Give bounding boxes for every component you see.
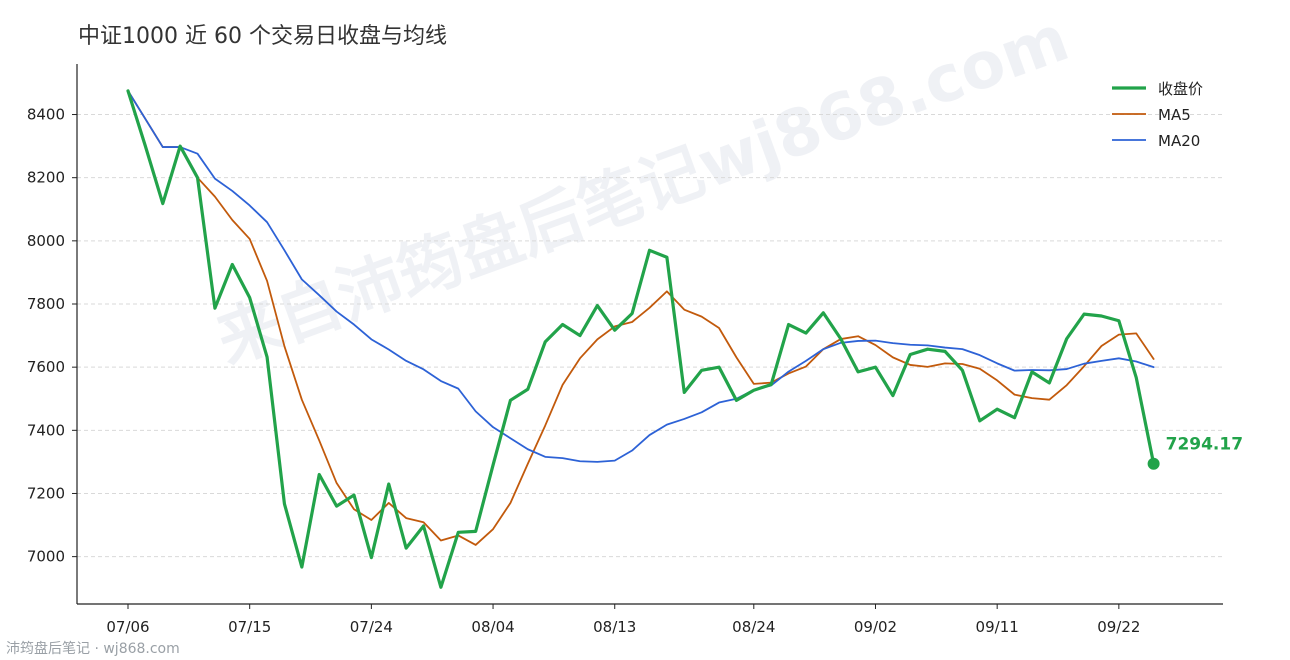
series-line-ma5 xyxy=(127,89,1155,546)
series-line-ma20 xyxy=(127,89,1155,463)
footer-credit: 沛筠盘后笔记 · wj868.com xyxy=(6,641,180,657)
x-tick-label: 08/13 xyxy=(593,618,636,636)
series-line-close xyxy=(126,89,1156,589)
x-tick-label: 07/06 xyxy=(106,618,149,636)
watermark-text: 来自沛筠盘后笔记wj868.com xyxy=(208,2,1079,379)
y-tick-label: 7200 xyxy=(27,484,65,502)
x-tick-label: 09/11 xyxy=(976,618,1019,636)
series: 7294.17 xyxy=(126,89,1243,589)
y-tick-label: 8400 xyxy=(27,106,65,124)
legend-label: 收盘价 xyxy=(1158,80,1203,98)
x-tick-label: 07/24 xyxy=(350,618,393,636)
legend-label: MA20 xyxy=(1158,132,1200,150)
y-tick-label: 7800 xyxy=(27,295,65,313)
axes: 7000 7200 7400 7600 7800 8000 8200 8400 07/06 07/… xyxy=(27,64,1223,636)
last-close-label: 7294.17 xyxy=(1166,435,1243,455)
x-tick-label: 08/24 xyxy=(732,618,775,636)
x-tick-label: 09/22 xyxy=(1097,618,1140,636)
y-tick-label: 7600 xyxy=(27,358,65,376)
chart-title: 中证1000 近 60 个交易日收盘与均线 xyxy=(78,24,447,49)
y-tick-label: 7000 xyxy=(27,548,65,566)
legend-label: MA5 xyxy=(1158,106,1191,124)
y-tick-label: 7400 xyxy=(27,421,65,439)
legend: 收盘价 MA5 MA20 xyxy=(1112,80,1203,150)
x-tick-label: 09/02 xyxy=(854,618,897,636)
watermark: 来自沛筠盘后笔记wj868.com xyxy=(208,2,1079,379)
last-close-marker xyxy=(1147,457,1160,470)
y-tick-label: 8200 xyxy=(27,169,65,187)
x-tick-label: 07/15 xyxy=(228,618,271,636)
y-tick-label: 8000 xyxy=(27,232,65,250)
x-tick-label: 08/04 xyxy=(471,618,514,636)
